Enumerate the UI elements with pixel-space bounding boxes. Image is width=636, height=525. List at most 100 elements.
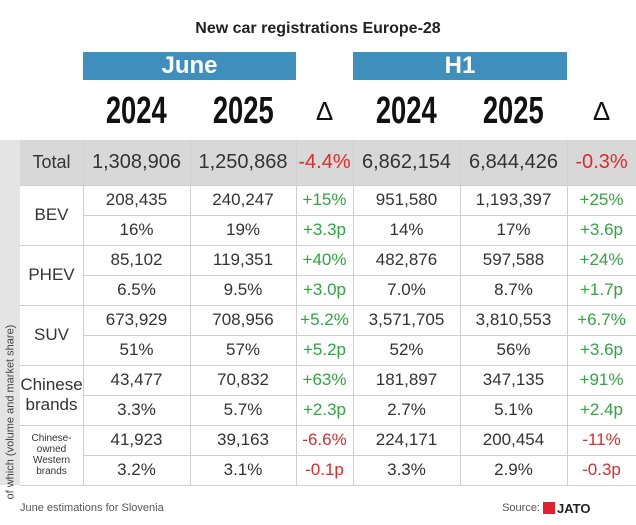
column-header-text: 2025	[212, 89, 274, 132]
column-divider	[567, 140, 568, 485]
cell: 708,956	[212, 310, 274, 329]
cell: 39,163	[217, 430, 269, 449]
cell: 3.3%	[387, 460, 426, 479]
cell: 673,929	[105, 310, 168, 329]
section-divider	[20, 485, 636, 486]
column-header: Δ	[567, 82, 636, 140]
row-divider	[83, 215, 636, 216]
column-header-text: Δ	[592, 95, 611, 126]
cell: 57%	[225, 340, 261, 359]
cell: 5.7%	[223, 400, 263, 419]
cell: 208,435	[105, 190, 168, 209]
cell: +40%	[302, 250, 347, 269]
cell: +24%	[579, 250, 624, 269]
cell: -0.3p	[582, 460, 621, 479]
column-header: 2024	[83, 82, 190, 140]
cell: +15%	[302, 190, 347, 209]
cell: +1.7p	[579, 280, 623, 299]
section-divider	[20, 245, 636, 246]
cell: +6.7%	[577, 310, 626, 329]
total-cell: 6,844,426	[469, 151, 558, 173]
cell: +2.3p	[302, 400, 346, 419]
cell: 41,923	[110, 430, 163, 449]
cell: 56%	[496, 340, 531, 359]
cell: 200,454	[482, 430, 545, 449]
column-divider	[296, 140, 297, 485]
section-divider	[20, 365, 636, 366]
cell: 3.3%	[117, 400, 156, 419]
row-label: PHEV	[28, 265, 75, 284]
column-divider	[83, 140, 84, 485]
column-header: 2025	[460, 82, 567, 140]
cell: +3.0p	[302, 280, 346, 299]
cell: 19%	[225, 220, 261, 239]
cell: +3.3p	[302, 220, 346, 239]
cell: 224,171	[375, 430, 438, 449]
cell: 347,135	[482, 370, 545, 389]
total-cell: -0.3%	[575, 151, 628, 173]
cell: 3,810,553	[475, 310, 552, 329]
cell: -11%	[582, 430, 621, 449]
cell: +63%	[302, 370, 347, 389]
cell: 2.9%	[494, 460, 533, 479]
section-divider	[20, 305, 636, 306]
cell: 7.0%	[387, 280, 426, 299]
total-cell: 6,862,154	[362, 151, 451, 173]
row-divider	[83, 455, 636, 456]
column-header: 2024	[353, 82, 460, 140]
cell: 951,580	[375, 190, 438, 209]
cell: 52%	[389, 340, 424, 359]
cell: 8.7%	[494, 280, 533, 299]
group-header: H1	[353, 52, 567, 80]
cell: +91%	[579, 370, 624, 389]
cell: 240,247	[212, 190, 274, 209]
cell: +3.6p	[579, 340, 623, 359]
cell: 70,832	[217, 370, 269, 389]
cell: 16%	[119, 220, 154, 239]
row-divider	[83, 335, 636, 336]
column-header: 2025	[190, 82, 296, 140]
cell: 43,477	[110, 370, 163, 389]
cell: 9.5%	[223, 280, 263, 299]
column-header-text: 2025	[483, 89, 544, 132]
cell: 3,571,705	[368, 310, 445, 329]
cell: 14%	[389, 220, 424, 239]
cell: 51%	[119, 340, 154, 359]
side-strip	[0, 140, 20, 485]
row-label: Chinese-owned Western brands	[31, 433, 72, 477]
cell: 85,102	[110, 250, 163, 269]
footnote: June estimations for Slovenia	[20, 502, 164, 514]
column-header-text: 2024	[106, 89, 167, 132]
group-header: June	[83, 52, 296, 80]
row-label: BEV	[34, 205, 69, 224]
cell: 181,897	[375, 370, 438, 389]
cell: 482,876	[375, 250, 438, 269]
logo: JATO	[557, 500, 591, 516]
cell: 3.2%	[117, 460, 156, 479]
side-label: of which (volume and market share)	[4, 324, 17, 500]
column-divider	[190, 140, 191, 485]
row-label: Total	[32, 152, 71, 172]
total-row-bg	[20, 140, 636, 185]
source-label: Source:	[502, 502, 540, 514]
cell: +3.6p	[579, 220, 623, 239]
logo-mark	[543, 502, 555, 514]
cell: -6.6%	[302, 430, 347, 449]
cell: 5.1%	[494, 400, 533, 419]
column-header-text: Δ	[315, 95, 334, 126]
cell: +25%	[579, 190, 624, 209]
column-header: Δ	[296, 82, 353, 140]
cell: 6.5%	[117, 280, 156, 299]
cell: 119,351	[212, 250, 274, 269]
total-cell: 1,250,868	[198, 151, 288, 173]
row-divider	[83, 275, 636, 276]
total-cell: 1,308,906	[92, 151, 181, 173]
cell: 597,588	[482, 250, 545, 269]
cell: +5.2p	[302, 340, 346, 359]
row-divider	[83, 395, 636, 396]
total-cell: -4.4%	[298, 151, 351, 173]
cell: +2.4p	[579, 400, 623, 419]
cell: 17%	[496, 220, 531, 239]
column-header-text: 2024	[376, 89, 437, 132]
